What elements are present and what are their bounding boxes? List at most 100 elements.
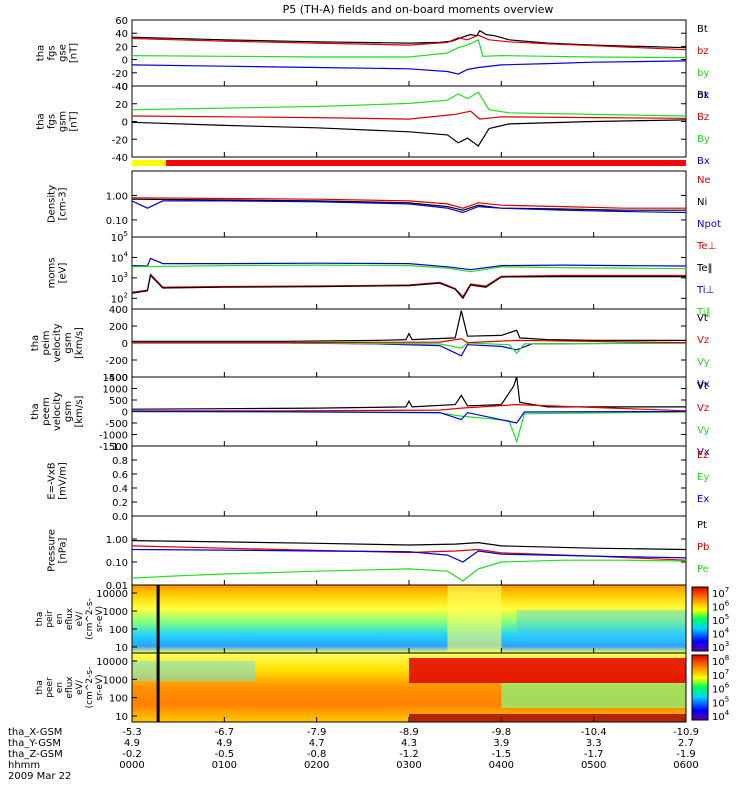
y-tick-label: -200 xyxy=(105,356,128,367)
y-tick-label: -500 xyxy=(105,419,128,430)
colorbar-tick-exponent: 5 xyxy=(725,613,729,621)
y-tick-label: -400 xyxy=(105,373,128,384)
footer-x-gsm: -7.9 xyxy=(307,727,327,738)
y-tick-label: 103 xyxy=(111,271,128,285)
footer-z-gsm: -1.5 xyxy=(492,749,512,760)
series-Te⊥ xyxy=(131,273,686,298)
panel-frame xyxy=(131,236,687,310)
y-tick-label: 0.8 xyxy=(112,456,128,467)
y-axis-label: velocity xyxy=(52,323,63,362)
y-axis-label: gsm xyxy=(63,332,74,353)
panel-frame xyxy=(131,445,687,517)
y-axis-label: (cm^2-s- xyxy=(85,667,95,709)
y-tick-label: 0 xyxy=(122,339,128,350)
footer-x-gsm: -10.4 xyxy=(581,727,607,738)
footer-row-label: 2009 Mar 22 xyxy=(8,771,71,782)
y-axis-label: [nPa] xyxy=(58,537,69,563)
legend-entry: Ey xyxy=(697,472,709,483)
y-tick-exponent: 2 xyxy=(124,291,128,299)
y-axis-label: eV/ xyxy=(75,679,85,695)
y-tick-label: 1000 xyxy=(103,385,128,396)
y-tick-label: 0.0 xyxy=(112,512,128,523)
y-axis-label: peim xyxy=(41,330,52,355)
y-tick-label: 0 xyxy=(122,118,128,129)
y-axis-label: tha xyxy=(36,113,47,129)
legend-entry: Pb xyxy=(697,542,709,553)
colorbar-tick-exponent: 8 xyxy=(725,654,729,662)
y-tick-label: 1000 xyxy=(103,675,128,686)
footer-hhmm: 0300 xyxy=(396,760,421,771)
y-axis-label: [km/s] xyxy=(74,395,85,427)
series-Vz xyxy=(132,403,687,412)
legend-entry: Vt xyxy=(697,313,708,324)
y-tick-label: 10000 xyxy=(96,657,128,668)
colorbar-tick-label: 104 xyxy=(712,627,730,641)
y-tick-label: 20 xyxy=(115,100,128,111)
colorbar-tick-label: 107 xyxy=(712,668,729,682)
colorbar-tick-label: 104 xyxy=(712,709,730,723)
spectrogram-feature xyxy=(447,585,502,653)
y-axis-label: fgs xyxy=(47,114,58,129)
y-tick-label: 60 xyxy=(115,16,128,27)
colorbar-tick-label: 103 xyxy=(712,640,729,654)
panel-1: 60 40 20 0 -20 -40 tha fgs gse [nT] Bt bz by bx xyxy=(36,16,710,101)
y-tick-label: 40 xyxy=(115,29,128,40)
y-axis-label: gsm xyxy=(63,401,74,422)
series-bz xyxy=(131,34,687,51)
series-Ti‖ xyxy=(131,264,687,273)
series-Pt xyxy=(131,540,687,551)
y-tick-label: 1.00 xyxy=(106,191,128,202)
panel-3: 1.00 0.10 Density [cm-3] Ne Ni Npot xyxy=(47,170,721,238)
y-axis-label: [eV] xyxy=(58,263,69,284)
plot-title: P5 (TH-A) fields and on-board moments ov… xyxy=(283,3,554,16)
footer-x-gsm: -9.8 xyxy=(492,727,512,738)
footer-row-label: tha_X-GSM xyxy=(8,727,62,738)
y-axis-label: sr-eV) xyxy=(95,606,105,632)
y-tick-label: 0.01 xyxy=(106,581,128,592)
y-tick-label: 0.2 xyxy=(112,498,128,509)
legend-entry: Pe xyxy=(697,564,709,575)
panel-4: 105 104 103 102 moms [eV] Te⊥ Te‖ Ti⊥ Ti‖ xyxy=(47,230,717,318)
colorbar-tick-exponent: 6 xyxy=(725,682,730,690)
footer-x-gsm: -5.3 xyxy=(122,727,142,738)
legend-entry: Vz xyxy=(697,335,709,346)
y-tick-label: 102 xyxy=(111,291,128,305)
y-axis-label: Pressure xyxy=(47,529,58,572)
footer-y-gsm: 2.7 xyxy=(678,738,694,749)
y-axis-label: fgs xyxy=(47,45,58,60)
y-axis-label: [mV/m] xyxy=(58,462,69,500)
spectrogram-feature xyxy=(501,683,686,708)
y-tick-label: 105 xyxy=(111,230,128,244)
y-tick-label: -20 xyxy=(112,69,128,80)
y-tick-label: 20 xyxy=(115,42,128,53)
spectrogram-1: 10000 1000 100 10 tha peir en eflux eV/(cm^2-s-s… xyxy=(35,584,730,654)
legend-entry: Vz xyxy=(697,403,709,414)
footer-x-gsm: -6.7 xyxy=(215,727,235,738)
spectrogram-2: 10000 1000 100 10 tha peer en eflux eV/(cm^2-s-s… xyxy=(35,652,730,723)
series-Ti⊥ xyxy=(131,257,687,271)
footer-x-gsm: -8.9 xyxy=(399,727,419,738)
y-axis-label: eflux xyxy=(65,607,75,630)
y-tick-label: -1500 xyxy=(99,442,128,453)
y-tick-label: 1500 xyxy=(103,373,128,384)
y-axis-label: en xyxy=(55,682,65,693)
legend-entry: Vy xyxy=(697,357,710,368)
colorbar-tick-exponent: 4 xyxy=(725,627,730,635)
legend-entry: Bx xyxy=(697,156,710,167)
spectrogram-feature xyxy=(132,661,256,681)
panel-7: 1.0 0.8 0.6 0.4 0.2 0.0 E=-VxB [mV/m] Ez Ey Ex xyxy=(47,442,710,523)
series-Pe xyxy=(131,559,687,582)
y-tick-label: 200 xyxy=(109,322,128,333)
series-Npot xyxy=(131,200,687,214)
y-tick-label: 0 xyxy=(122,408,128,419)
series-Te‖ xyxy=(131,274,686,300)
y-axis-label: gsm xyxy=(58,111,69,132)
y-tick-label: -40 xyxy=(112,82,128,93)
y-axis-label: velocity xyxy=(52,392,63,431)
legend-entry: Te‖ xyxy=(696,263,713,274)
series-Vy xyxy=(131,410,687,444)
y-tick-label: 1.0 xyxy=(112,442,128,453)
legend-entry: bz xyxy=(697,46,709,57)
